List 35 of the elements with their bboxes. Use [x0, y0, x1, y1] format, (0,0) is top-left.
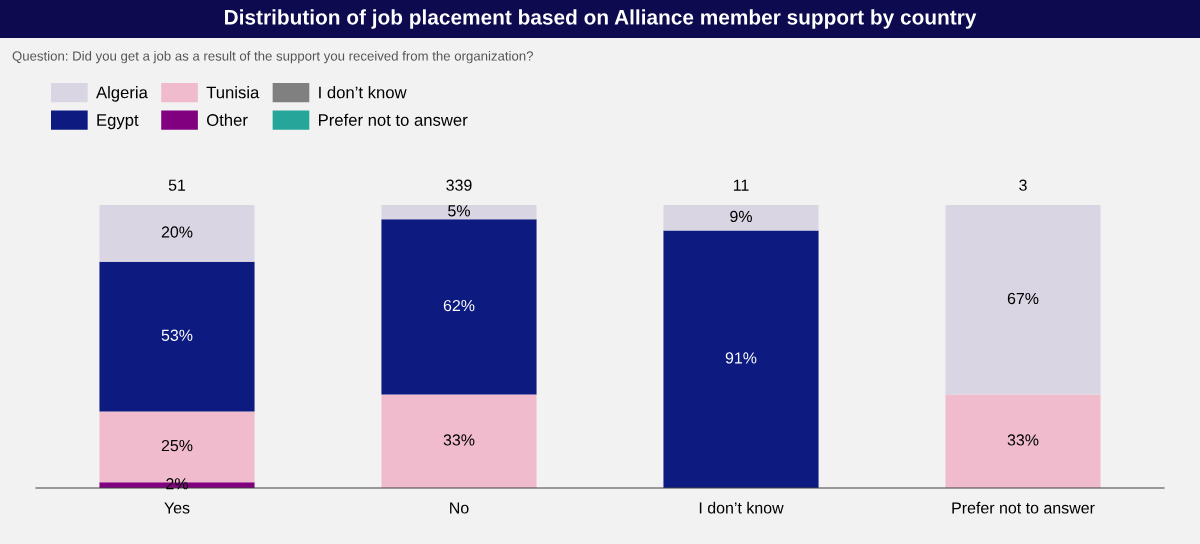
bar [945, 394, 1101, 488]
legend-label: Tunisia [206, 86, 260, 99]
data-label: 33% [443, 434, 475, 446]
legend-label: Other [207, 113, 248, 126]
data-label: 5% [448, 205, 470, 217]
bar [99, 261, 255, 412]
legend-label: I don’t know [319, 86, 407, 99]
bar [945, 205, 1101, 395]
chart-title: Distribution of job placement based on Alliance member support by country [225, 9, 977, 29]
bar [381, 394, 537, 488]
x-tick-label: I don’t know [699, 501, 784, 514]
legend-label: Algeria [96, 86, 148, 102]
bar [663, 205, 819, 231]
bar [381, 219, 537, 395]
annotation: 3 [1019, 179, 1027, 191]
chart-subtitle: Question: Did you get a job as a result of the support you received from the organization? [12, 50, 533, 64]
data-label: 9% [730, 210, 752, 223]
data-label: 91% [725, 352, 757, 364]
x-tick-label: Yes [164, 502, 190, 514]
data-label: 25% [161, 439, 193, 452]
data-label: 33% [1007, 434, 1039, 446]
x-tick-label: No [450, 502, 469, 514]
legend-label: Egypt [97, 114, 139, 130]
data-label: 67% [1007, 292, 1039, 305]
annotation: 11 [733, 179, 749, 191]
bar [99, 205, 255, 262]
annotation: 339 [446, 179, 472, 191]
bar [663, 230, 819, 488]
legend-label: Prefer not to answer [319, 113, 468, 126]
x-tick-label: Prefer not to answer [952, 501, 1095, 514]
bar [381, 205, 537, 220]
data-label: 62% [443, 299, 475, 312]
data-label: 20% [161, 226, 193, 238]
data-label: 53% [161, 329, 193, 341]
annotation: 51 [168, 179, 186, 191]
